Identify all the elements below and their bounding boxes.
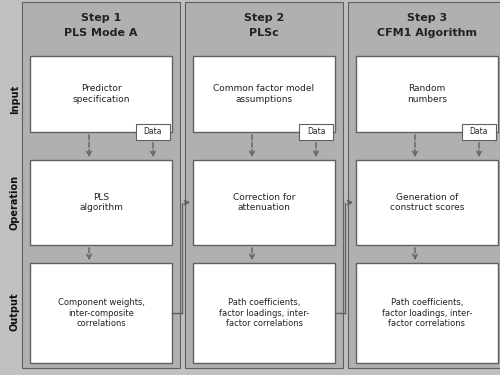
Text: Step 3: Step 3 [407, 13, 447, 23]
Text: PLS
algorithm: PLS algorithm [79, 193, 123, 212]
Text: Input: Input [10, 84, 20, 114]
Bar [30, 263, 172, 363]
Text: CFM1 Algorithm: CFM1 Algorithm [377, 28, 477, 38]
Bar [193, 56, 335, 132]
Bar [356, 263, 498, 363]
Text: Common factor model
assumptions: Common factor model assumptions [214, 84, 314, 104]
Text: PLSc: PLSc [249, 28, 279, 38]
Text: Step 1: Step 1 [81, 13, 121, 23]
Text: Generation of
construct scores: Generation of construct scores [390, 193, 464, 212]
Bar [193, 160, 335, 245]
Bar [22, 2, 180, 368]
Text: Path coefficients,
factor loadings, inter-
factor correlations: Path coefficients, factor loadings, inte… [382, 298, 472, 328]
Text: Output: Output [10, 292, 20, 331]
Text: Predictor
specification: Predictor specification [72, 84, 130, 104]
Bar [185, 2, 343, 368]
Text: Data: Data [307, 128, 325, 136]
Bar [348, 2, 500, 368]
Text: Random
numbers: Random numbers [407, 84, 447, 104]
Bar [462, 124, 496, 140]
Text: Data: Data [470, 128, 488, 136]
Bar [356, 160, 498, 245]
Text: PLS Mode A: PLS Mode A [64, 28, 138, 38]
Text: Step 2: Step 2 [244, 13, 284, 23]
Text: Component weights,
inter-composite
correlations: Component weights, inter-composite corre… [58, 298, 144, 328]
Bar [30, 56, 172, 132]
Text: Data: Data [144, 128, 162, 136]
Bar [299, 124, 333, 140]
Bar [193, 263, 335, 363]
Text: Correction for
attenuation: Correction for attenuation [233, 193, 295, 212]
Bar [136, 124, 170, 140]
Bar [30, 160, 172, 245]
Bar [356, 56, 498, 132]
Text: Path coefficients,
factor loadings, inter-
factor correlations: Path coefficients, factor loadings, inte… [219, 298, 309, 328]
Text: Operation: Operation [10, 175, 20, 230]
